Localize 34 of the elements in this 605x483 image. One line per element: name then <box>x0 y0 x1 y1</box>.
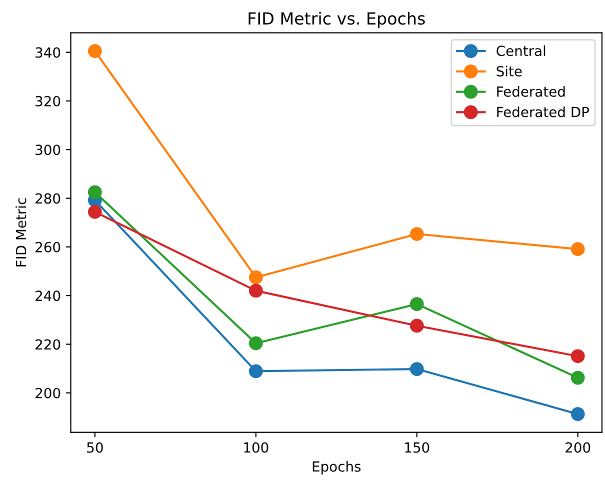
point <box>410 318 424 333</box>
point <box>248 284 263 298</box>
y-tick-label: 340 <box>36 47 60 58</box>
legend-label: Site <box>496 66 522 76</box>
y-tick-label: 240 <box>36 290 60 302</box>
chart-title: FID Metric vs. Epochs <box>248 12 425 28</box>
point <box>570 407 585 421</box>
y-axis-title: FID Metric <box>16 198 26 266</box>
y-tick-label: 280 <box>36 193 60 204</box>
x-tick-label: 200 <box>566 442 590 453</box>
point <box>410 362 424 376</box>
point <box>570 370 585 385</box>
point <box>248 270 263 284</box>
legend-label: Federated DP <box>497 106 589 118</box>
point <box>88 204 102 219</box>
point <box>248 364 263 378</box>
x-tick-label: 50 <box>87 442 103 453</box>
x-tick-label: 150 <box>405 442 430 453</box>
x-axis-title: Epochs <box>312 461 361 474</box>
legend-label: Central <box>496 45 546 56</box>
point <box>248 336 263 350</box>
y-tick-label: 260 <box>36 242 60 252</box>
x-tick-label: 100 <box>244 442 268 453</box>
point <box>88 185 102 200</box>
point <box>410 227 424 241</box>
y-tick-label: 220 <box>36 339 60 350</box>
legend-label: Federated <box>497 86 565 97</box>
point <box>570 349 585 364</box>
y-tick-label: 300 <box>36 144 60 156</box>
point <box>410 297 424 312</box>
point <box>570 242 585 256</box>
y-tick-label: 320 <box>36 96 60 106</box>
point <box>88 44 102 58</box>
y-tick-label: 200 <box>36 388 60 398</box>
